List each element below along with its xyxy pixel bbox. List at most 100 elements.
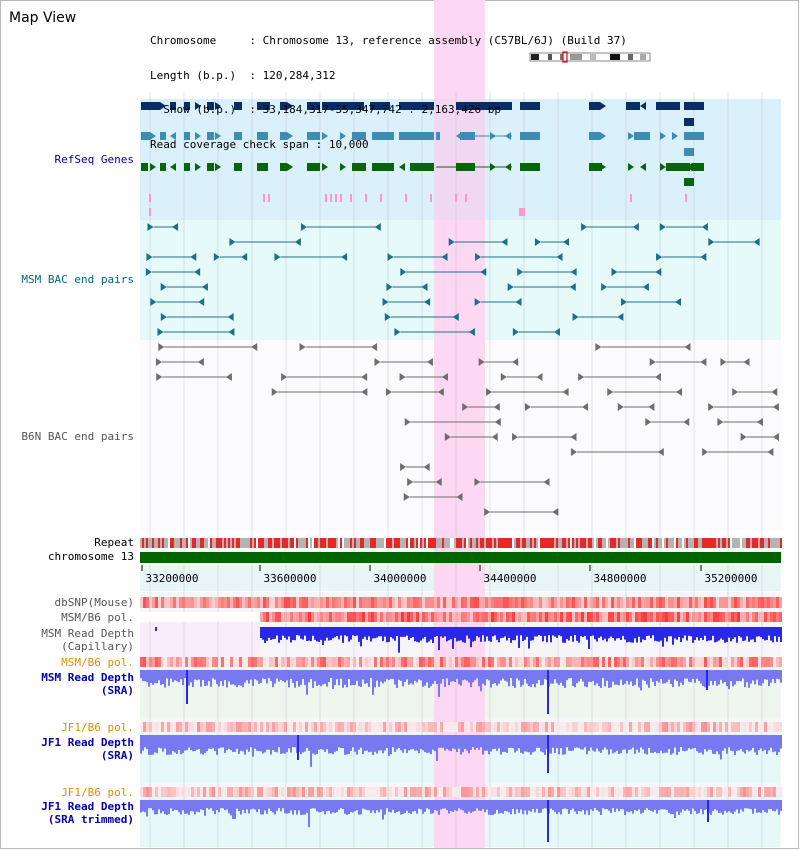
repeat-element [500, 538, 502, 548]
msm-sra-depth-bar [302, 670, 304, 680]
jf1-trim-depth-bar [740, 800, 742, 810]
track-label-chromosome[interactable]: chromosome 13 [47, 550, 134, 563]
track-label-msm-bac[interactable]: MSM BAC end pairs [21, 273, 134, 286]
jf1-b6-pol2-heat-cell [683, 787, 686, 797]
msm-b6-pol2-heat-cell [275, 657, 278, 667]
msm-sra-depth-bar [552, 670, 554, 684]
msm-sra-depth-bar [216, 670, 218, 684]
msm-sra-depth-bar [748, 670, 750, 688]
repeat-element [508, 538, 510, 548]
jf1-b6-pol-heat-cell [728, 722, 731, 732]
msm-bac-pair-end [659, 223, 666, 231]
jf1-b6-pol2-heat-cell [605, 787, 608, 797]
track-label-msm-b6-pol-1[interactable]: MSM/B6 pol. [61, 611, 134, 624]
msm-sra-depth-bar [494, 670, 496, 684]
dbsnp-heat-cell [512, 597, 515, 608]
jf1-trim-depth-bar [264, 800, 266, 811]
jf1-b6-pol2-heat-cell [731, 787, 734, 797]
jf1-sra-depth-bar [482, 735, 484, 755]
jf1-sra-depth-bar [500, 735, 502, 755]
msm-b6-pol-heat-cell [584, 612, 587, 622]
jf1-b6-pol-heat-cell [323, 722, 326, 732]
track-label-jf1-depth-trim[interactable]: JF1 Read Depth [41, 800, 134, 813]
msm-capillary-depth-peak [155, 627, 157, 631]
dbsnp-heat-cell [380, 597, 383, 608]
msm-sra-depth-bar [754, 670, 756, 685]
jf1-sra-depth-bar [198, 735, 200, 750]
track-label-refseq[interactable]: RefSeq Genes [54, 153, 134, 166]
track-label-b6n-bac[interactable]: B6N BAC end pairs [21, 430, 134, 443]
msm-sra-depth-bar [180, 670, 182, 680]
msm-b6-pol-heat-cell [572, 612, 575, 622]
jf1-b6-pol-heat-cell [485, 722, 488, 732]
msm-sra-depth-bar [638, 670, 640, 688]
repeat-gap [538, 538, 540, 548]
b6n-bac-pair-end [281, 373, 288, 381]
msm-bac-pair-end [517, 268, 524, 276]
track-label-msm-depth-cap[interactable]: MSM Read Depth [41, 627, 134, 640]
msm-capillary-depth-bar [306, 627, 308, 642]
track-label-jf1-b6-pol-1[interactable]: JF1/B6 pol. [61, 721, 134, 734]
jf1-sra-depth-bar [516, 735, 518, 751]
jf1-b6-pol2-heat-cell [395, 787, 398, 797]
msm-sra-depth-bar [200, 670, 202, 687]
msm-sra-depth-bar [658, 670, 660, 683]
msm-bac-pair-end [700, 253, 707, 261]
jf1-sra-depth-bar [522, 735, 524, 754]
jf1-trim-depth-bar [334, 800, 336, 813]
track-label-repeat[interactable]: Repeat [94, 536, 134, 549]
track-label-msm-depth-sra[interactable]: MSM Read Depth [41, 671, 134, 684]
msm-sra-depth-bar [250, 670, 252, 680]
msm-sra-depth-bar [368, 670, 370, 687]
msm-capillary-depth-bar [720, 627, 722, 639]
repeat-element [350, 538, 352, 548]
jf1-trim-depth-bar [604, 800, 606, 810]
repeat-element [638, 538, 640, 548]
repeat-element [284, 538, 286, 548]
jf1-b6-pol2-heat-cell [761, 787, 764, 797]
msm-capillary-depth-bar [558, 627, 560, 636]
jf1-sra-depth-bar [168, 735, 170, 755]
track-label-dbsnp[interactable]: dbSNP(Mouse) [54, 596, 134, 609]
dbsnp-heat-cell [305, 597, 308, 608]
b6n-bac-pair-end [708, 403, 715, 411]
msm-b6-pol2-heat-cell [287, 657, 290, 667]
jf1-b6-pol-heat-cell [641, 722, 644, 732]
repeat-element [588, 538, 590, 548]
refseq-row3-exon [589, 163, 602, 171]
msm-sra-depth-bar [624, 670, 626, 684]
track-label-jf1-depth-sra[interactable]: JF1 Read Depth [41, 736, 134, 749]
jf1-trim-depth-bar [590, 800, 592, 810]
track-label-msm-b6-pol-2[interactable]: MSM/B6 pol. [61, 656, 134, 669]
dbsnp-heat-cell [356, 597, 359, 608]
msm-sra-depth-bar [650, 670, 652, 679]
msm-capillary-depth-bar [706, 627, 708, 642]
repeat-gap [730, 538, 732, 548]
repeat-element [362, 538, 364, 548]
jf1-b6-pol2-heat-cell [392, 787, 395, 797]
b6n-bac-pair-end [494, 418, 501, 426]
track-label-jf1-b6-pol-2[interactable]: JF1/B6 pol. [61, 786, 134, 799]
refseq-row1-strand [170, 102, 176, 110]
msm-b6-pol2-heat-cell [170, 657, 173, 667]
msm-bac-pair-end [384, 313, 391, 321]
track-label-msm-depth-sra-sub: (SRA) [100, 684, 134, 697]
dbsnp-heat-cell [275, 597, 278, 608]
jf1-trim-depth-bar [580, 800, 582, 812]
jf1-trim-depth-bar [668, 800, 670, 813]
jf1-trim-depth-bar [684, 800, 686, 811]
msm-sra-depth-bar [372, 670, 374, 695]
msm-sra-depth-bar [416, 670, 418, 683]
jf1-trim-depth-bar [316, 800, 318, 812]
jf1-trim-depth-bar [144, 800, 146, 813]
jf1-b6-pol-heat-cell [764, 722, 767, 732]
repeat-element [420, 538, 422, 548]
refseq-row3-exon [372, 163, 394, 171]
msm-capillary-depth-bar [554, 627, 556, 637]
b6n-bac-pair-end [648, 403, 655, 411]
jf1-sra-depth-bar [346, 735, 348, 755]
b6n-bac-pair-end [197, 358, 204, 366]
jf1-trim-depth-bar [212, 800, 214, 811]
jf1-trim-depth-bar [544, 800, 546, 809]
